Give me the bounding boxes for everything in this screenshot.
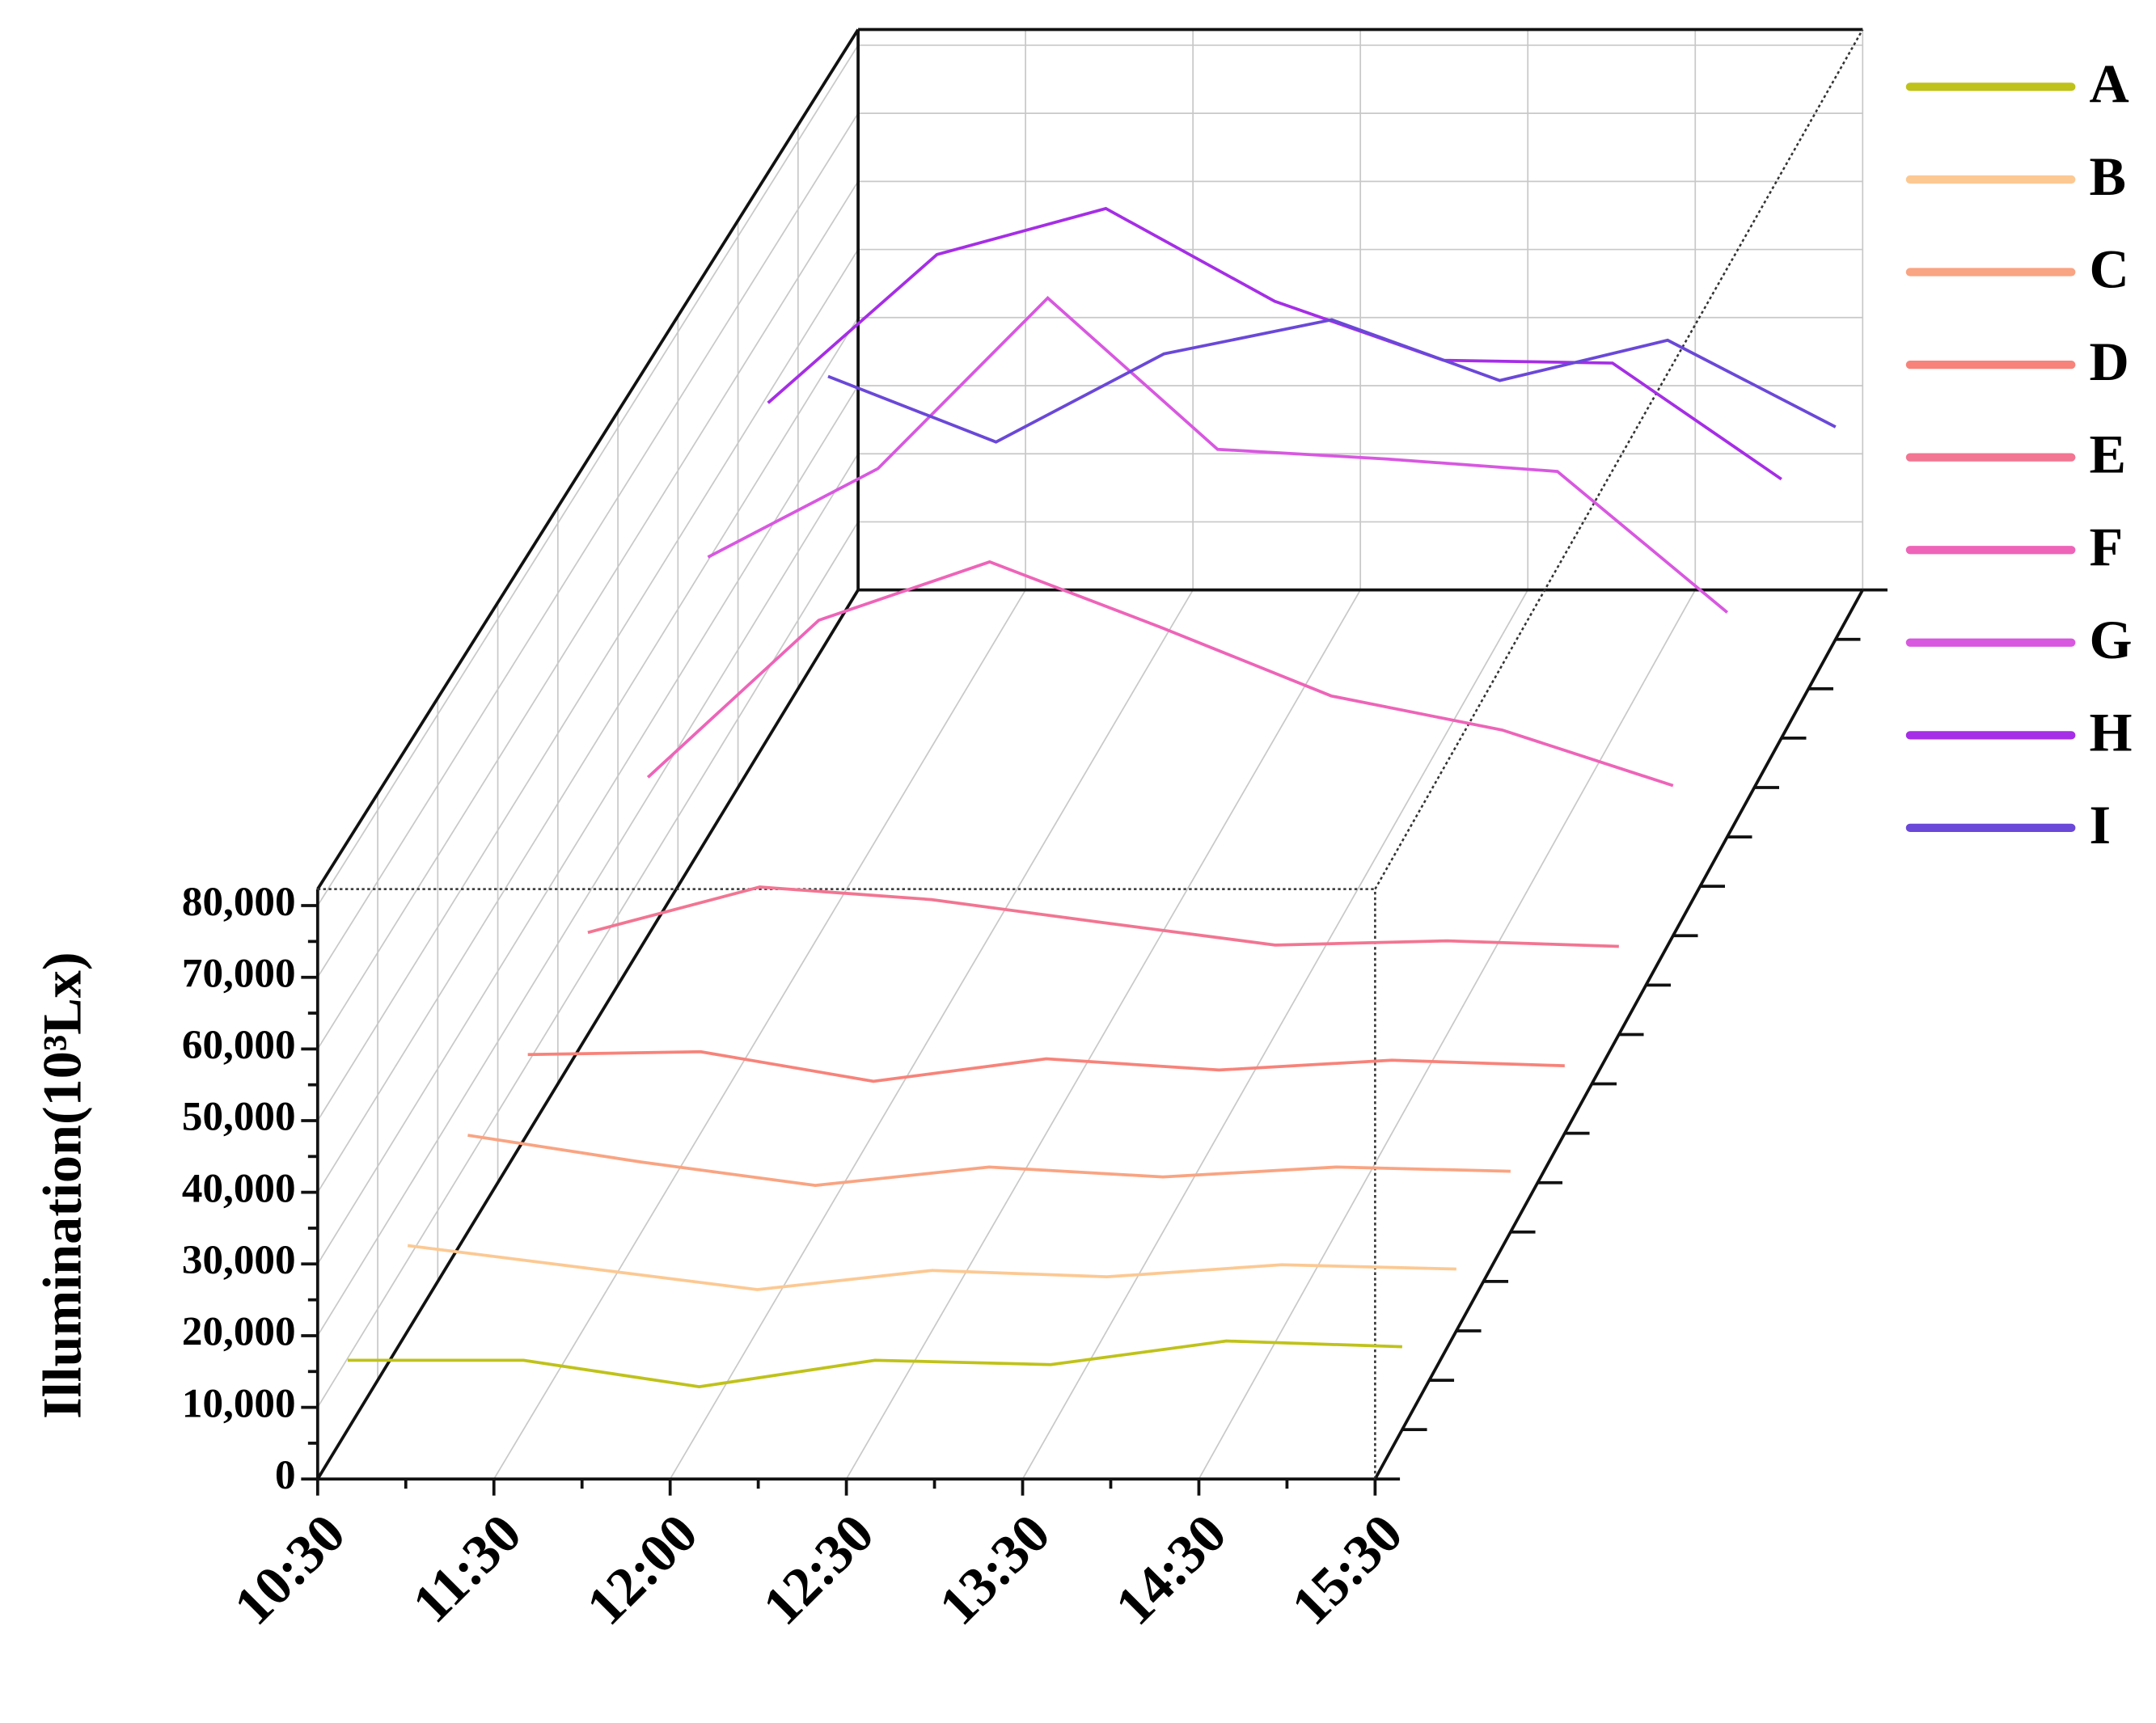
y-tick-label: 10,000 (182, 1380, 296, 1426)
axis-edge (316, 28, 860, 890)
y-axis-title: Illumination(10³Lx) (32, 952, 93, 1418)
series-line (646, 560, 1674, 788)
grid-line (317, 44, 859, 906)
grid-line (317, 112, 859, 978)
x-tick-label: 13:30 (927, 1502, 1061, 1636)
grid-line (317, 249, 859, 1121)
grid-line (1198, 589, 1696, 1480)
legend-label: F (2089, 516, 2123, 577)
legend-label: H (2089, 701, 2132, 762)
series-line (467, 1134, 1511, 1187)
series-line (527, 1049, 1565, 1083)
x-tick-label: 12:00 (575, 1502, 709, 1636)
series-line (407, 1244, 1456, 1291)
box-edge (1374, 28, 1864, 890)
x-tick-label: 12:30 (750, 1502, 885, 1636)
legend-label: I (2089, 794, 2111, 855)
x-tick-label: 11:30 (400, 1502, 533, 1635)
grid-line (669, 589, 1194, 1480)
grid-line (493, 589, 1026, 1480)
grid-line (317, 180, 859, 1049)
y-tick-label: 50,000 (182, 1094, 296, 1140)
x-tick-label: 15:30 (1279, 1502, 1414, 1636)
legend-label: G (2089, 609, 2132, 670)
series-line (707, 296, 1729, 614)
legend-label: C (2089, 239, 2129, 300)
legend-label: B (2089, 146, 2125, 207)
y-tick-label: 60,000 (182, 1022, 296, 1068)
y-tick-label: 80,000 (182, 879, 296, 925)
legend-label: D (2089, 331, 2129, 392)
grid-line (845, 589, 1361, 1480)
y-tick-label: 20,000 (182, 1309, 296, 1355)
legend-label: A (2089, 53, 2129, 114)
series-line (827, 318, 1837, 444)
series-line (587, 885, 1619, 948)
grid-line (1021, 589, 1528, 1480)
x-tick-label: 10:30 (222, 1502, 357, 1636)
x-tick-label: 14:30 (1103, 1502, 1237, 1636)
axis-edge (316, 589, 860, 1480)
series-line (767, 206, 1782, 481)
y-tick-label: 70,000 (182, 950, 296, 996)
y-tick-label: 30,000 (182, 1237, 296, 1283)
series-line (347, 1339, 1402, 1389)
grid-line (317, 385, 859, 1265)
grid-line (317, 521, 859, 1408)
y-tick-label: 0 (275, 1452, 296, 1498)
legend-label: E (2089, 424, 2125, 485)
grid-line (317, 453, 859, 1337)
y-tick-label: 40,000 (182, 1165, 296, 1211)
grid-line (317, 317, 859, 1193)
